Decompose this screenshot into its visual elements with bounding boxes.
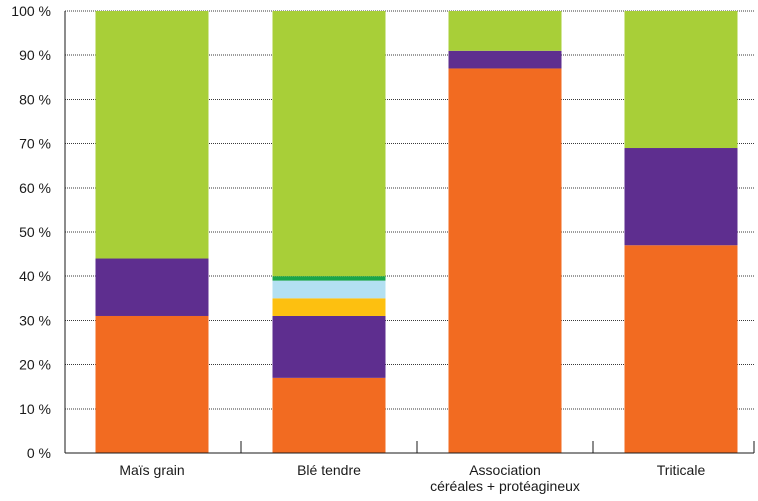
y-tick-label: 30 %	[19, 312, 51, 328]
bar-segment	[624, 148, 738, 246]
x-category-label: Blé tendre	[297, 462, 361, 478]
bar-segment	[272, 280, 386, 299]
y-tick-label: 70 %	[19, 136, 51, 152]
y-tick-label: 100 %	[11, 3, 51, 19]
bar-segment	[272, 377, 386, 453]
y-tick-label: 60 %	[19, 180, 51, 196]
labels: 0 % 10 % 20 % 30 % 40 % 50 % 60 % 70 % 80 % 90 % 1…	[11, 3, 705, 494]
y-tick-label: 90 %	[19, 47, 51, 63]
x-category-label: Maïs grain	[119, 462, 184, 478]
bar-segment	[95, 258, 209, 316]
bar-segment	[272, 11, 386, 277]
bar-segment	[95, 11, 209, 259]
axes	[64, 11, 755, 454]
bar-segment	[272, 298, 386, 316]
bar-segment	[448, 68, 562, 454]
y-tick-label: 80 %	[19, 91, 51, 107]
bar-segment	[95, 315, 209, 453]
y-tick-label: 20 %	[19, 357, 51, 373]
y-tick-label: 40 %	[19, 268, 51, 284]
x-category-label: Triticale	[657, 462, 706, 478]
y-tick-label: 0 %	[27, 445, 51, 461]
bar-segment	[624, 11, 738, 149]
bar-segment	[624, 245, 738, 453]
bar-segment	[272, 276, 386, 281]
x-category-label: céréales + protéagineux	[430, 478, 580, 494]
bar-segment	[448, 11, 562, 51]
bar-segment	[448, 50, 562, 69]
y-tick-label: 10 %	[19, 401, 51, 417]
x-category-label: Association	[469, 462, 541, 478]
bars	[95, 11, 738, 454]
y-tick-label: 50 %	[19, 224, 51, 240]
bar-segment	[272, 315, 386, 378]
